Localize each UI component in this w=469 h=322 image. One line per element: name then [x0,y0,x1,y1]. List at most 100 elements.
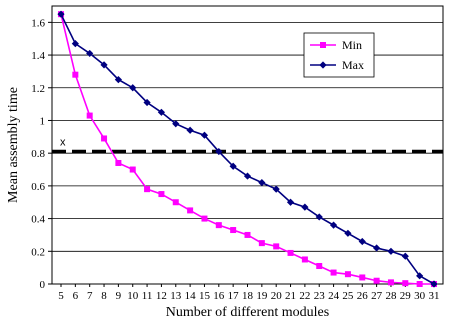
data-point-max [272,185,280,193]
legend-swatch-marker [319,61,327,69]
data-point-max [157,108,166,116]
data-point-min [402,280,409,287]
y-tick-label: 1 [40,115,46,127]
y-tick-labels: 0 0.2 0.4 0.6 0.8 1 1.2 1.4 1.6 [31,17,52,291]
data-point-min [316,263,323,270]
x-tick-label: 9 [116,290,122,302]
data-point-min [201,215,208,222]
x-tick-label: 27 [371,290,383,302]
data-point-min [373,277,380,284]
data-point-max [344,229,352,237]
x-tick-label: 10 [127,290,139,302]
x-tick-label: 7 [87,290,93,302]
data-point-max [258,179,266,187]
data-point-min [230,227,237,234]
x-tick-label: 25 [342,290,354,302]
data-point-max [243,172,252,180]
x-tick-label: 6 [73,290,79,302]
y-tick-label: 1.6 [31,17,45,29]
x-tick-label: 12 [156,290,167,302]
x-tick-label: 29 [400,290,412,302]
data-point-min [244,231,251,238]
y-tick-label: 0.6 [31,181,45,193]
data-point-max [229,162,237,170]
legend-label-max: Max [342,58,364,72]
data-point-min [172,199,179,206]
data-point-min [86,112,93,119]
x-tick-label: 14 [185,290,197,302]
data-point-max [401,252,409,260]
x-tick-label: 19 [256,290,268,302]
x-tick-label: 16 [213,290,225,302]
series-max [57,10,438,288]
x-tick-label: 31 [429,290,440,302]
legend-swatch-marker [320,42,326,48]
data-point-max [373,244,381,252]
data-point-max [301,203,309,211]
x-tick-label: 28 [385,290,397,302]
data-point-min [129,166,136,173]
data-point-min [330,269,337,276]
data-point-max [143,98,151,107]
data-point-max [387,247,395,255]
x-tick-label: 21 [285,290,296,302]
x-tick-label: 23 [314,290,326,302]
data-point-max [71,40,79,48]
data-point-max [114,75,122,84]
x-tick-label: 24 [328,290,340,302]
x-axis-title: Number of different modules [166,305,329,320]
y-tick-label: 1.4 [31,50,45,62]
plot-frame [51,5,444,285]
data-point-min [359,274,366,281]
x-tick-label: 18 [242,290,254,302]
data-point-max [430,280,438,288]
data-point-min [387,279,394,286]
data-point-max [86,49,94,58]
data-point-min [344,271,351,278]
data-point-max [286,198,295,206]
threshold-label: x [60,137,66,149]
y-tick-label: 0.2 [31,246,45,258]
data-point-min [215,222,222,229]
data-point-min [416,281,423,287]
series-line-min [60,13,434,285]
x-tick-label: 15 [199,290,211,302]
data-point-max [200,131,209,139]
y-tick-label: 1.2 [31,83,45,95]
data-point-min [101,135,108,142]
data-point-min [287,249,294,256]
data-point-min [258,240,265,247]
x-tick-labels: 5 6 7 8 9 10 11 12 13 14 15 16 17 18 19 20 21 22 23 24 25 26 2… [58,284,440,302]
series-min [58,11,437,287]
series-line-max [60,13,435,285]
x-tick-label: 11 [142,290,153,302]
data-point-max [358,237,366,246]
data-point-max [416,272,424,280]
data-point-min [187,207,194,214]
data-point-max [172,120,180,128]
x-tick-label: 22 [299,290,310,302]
x-tick-label: 5 [58,290,64,302]
legend-label-min: Min [342,38,362,52]
series-layer [57,10,438,288]
data-point-min [273,243,280,250]
data-point-max [329,221,338,229]
x-tick-label: 8 [101,290,107,302]
y-axis-title: Mean assembly time [6,87,21,203]
threshold-line: x [52,137,443,154]
data-point-max [57,10,65,18]
y-tick-label: 0.4 [31,214,45,226]
data-point-min [301,256,308,263]
legend: Min Max [303,32,375,78]
x-tick-label: 30 [414,290,426,302]
data-point-max [215,147,223,156]
x-tick-label: 20 [271,290,283,302]
x-tick-label: 13 [170,290,182,302]
data-point-min [115,159,122,166]
x-tick-label: 26 [357,290,369,302]
data-point-min [144,186,151,193]
data-point-max [129,84,137,92]
x-tick-label: 17 [228,290,240,302]
y-tick-label: 0.8 [31,148,45,160]
